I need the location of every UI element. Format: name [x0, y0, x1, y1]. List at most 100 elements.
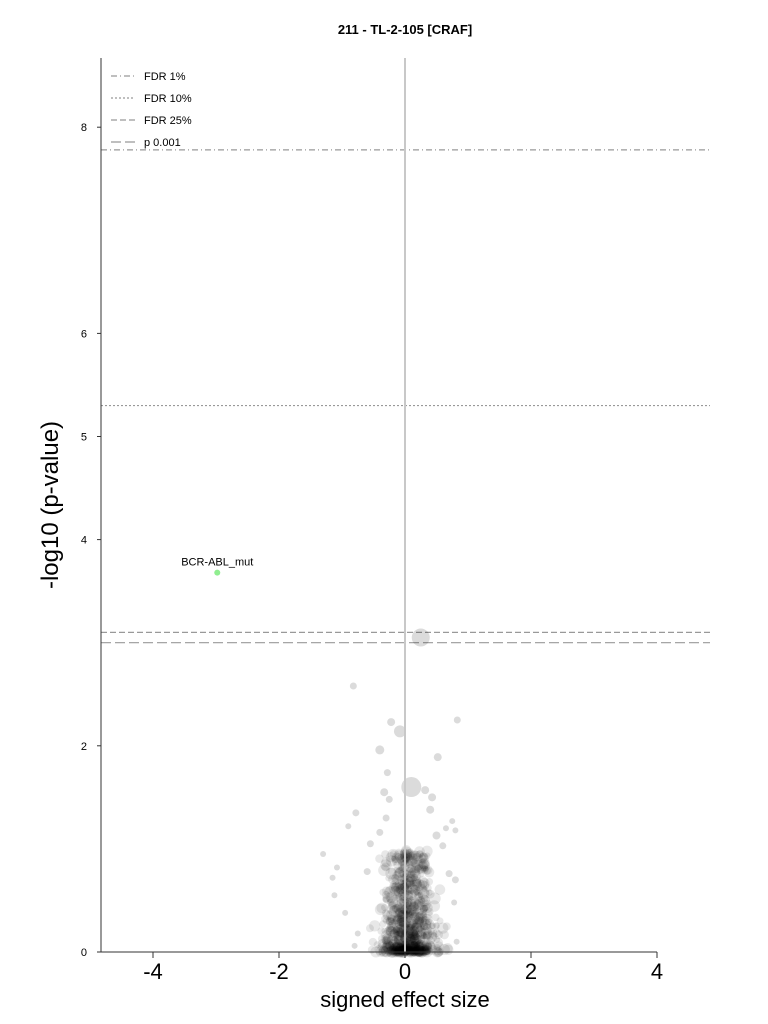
- data-point: [415, 942, 425, 952]
- data-point: [453, 716, 461, 724]
- data-point: [403, 940, 415, 953]
- data-point: [397, 910, 406, 920]
- data-point: [386, 892, 399, 904]
- data-point: [410, 941, 419, 949]
- data-point: [422, 905, 429, 912]
- data-point: [412, 904, 419, 911]
- data-point: [414, 939, 426, 951]
- data-point: [392, 926, 401, 936]
- data-point: [419, 897, 426, 905]
- data-point: [407, 946, 419, 957]
- data-point: [386, 904, 398, 915]
- data-point: [400, 846, 413, 859]
- data-point: [422, 866, 431, 875]
- highlight-point: [214, 569, 221, 576]
- data-point: [400, 944, 413, 956]
- data-point: [392, 927, 405, 940]
- data-point: [403, 936, 415, 948]
- data-point: [420, 927, 433, 939]
- data-point: [394, 848, 404, 858]
- data-point: [393, 930, 401, 938]
- data-point: [406, 927, 418, 939]
- data-point: [406, 922, 415, 931]
- data-point: [391, 946, 402, 957]
- data-point: [396, 927, 407, 938]
- data-point: [390, 855, 399, 864]
- data-point: [424, 942, 433, 950]
- data-point: [418, 904, 426, 912]
- data-point: [331, 892, 338, 899]
- data-point: [415, 911, 428, 923]
- data-point: [407, 848, 414, 855]
- data-point: [410, 926, 420, 937]
- data-point: [404, 943, 412, 951]
- data-point: [390, 918, 398, 926]
- data-point: [392, 940, 404, 952]
- data-point: [396, 923, 403, 931]
- data-point: [393, 901, 403, 911]
- data-point: [397, 860, 410, 872]
- data-point: [395, 885, 405, 895]
- data-point: [407, 921, 416, 930]
- data-point: [411, 941, 419, 948]
- data-point: [404, 934, 416, 946]
- data-point: [418, 860, 431, 872]
- data-point: [416, 895, 426, 905]
- data-point: [426, 936, 435, 945]
- data-point: [404, 909, 413, 918]
- data-point: [408, 855, 420, 868]
- data-point: [414, 930, 423, 939]
- data-point: [417, 944, 429, 956]
- data-point: [420, 865, 429, 874]
- data-point: [382, 886, 391, 895]
- data-point: [423, 900, 430, 907]
- data-point: [342, 909, 349, 916]
- y-tick-label: 8: [81, 122, 87, 134]
- data-point: [351, 942, 358, 949]
- data-point: [410, 884, 419, 894]
- data-point: [392, 871, 402, 880]
- data-point: [394, 909, 405, 920]
- data-point: [406, 911, 414, 919]
- data-point: [397, 941, 405, 949]
- data-point: [416, 916, 428, 928]
- data-point: [396, 893, 403, 900]
- data-point: [408, 925, 419, 937]
- data-point: [409, 940, 419, 950]
- data-point: [406, 895, 414, 902]
- data-point: [379, 920, 387, 928]
- data-point: [426, 948, 434, 955]
- data-point: [394, 918, 405, 929]
- data-point: [409, 944, 418, 953]
- data-point: [413, 941, 421, 949]
- data-point: [439, 930, 449, 940]
- data-point: [387, 925, 395, 933]
- data-point: [390, 882, 402, 894]
- data-point: [399, 891, 409, 901]
- data-point: [389, 947, 398, 956]
- data-point: [411, 945, 424, 958]
- data-point: [377, 941, 389, 953]
- data-point: [394, 867, 405, 878]
- data-point: [416, 910, 427, 922]
- data-point: [410, 922, 423, 935]
- data-point: [415, 850, 424, 859]
- data-point: [381, 857, 392, 868]
- data-point: [445, 870, 453, 878]
- data-point: [421, 913, 433, 926]
- data-point: [382, 942, 392, 952]
- data-point: [406, 923, 415, 932]
- data-point: [413, 944, 426, 957]
- data-point: [386, 921, 396, 931]
- data-point: [380, 944, 393, 957]
- data-point: [385, 916, 395, 926]
- data-point: [417, 947, 425, 956]
- data-point: [393, 935, 404, 945]
- data-point: [423, 865, 433, 875]
- data-point: [414, 892, 423, 901]
- legend-label: FDR 25%: [144, 115, 192, 127]
- data-point: [397, 946, 406, 955]
- data-point: [406, 889, 418, 901]
- data-point: [381, 862, 391, 872]
- data-point: [416, 934, 426, 944]
